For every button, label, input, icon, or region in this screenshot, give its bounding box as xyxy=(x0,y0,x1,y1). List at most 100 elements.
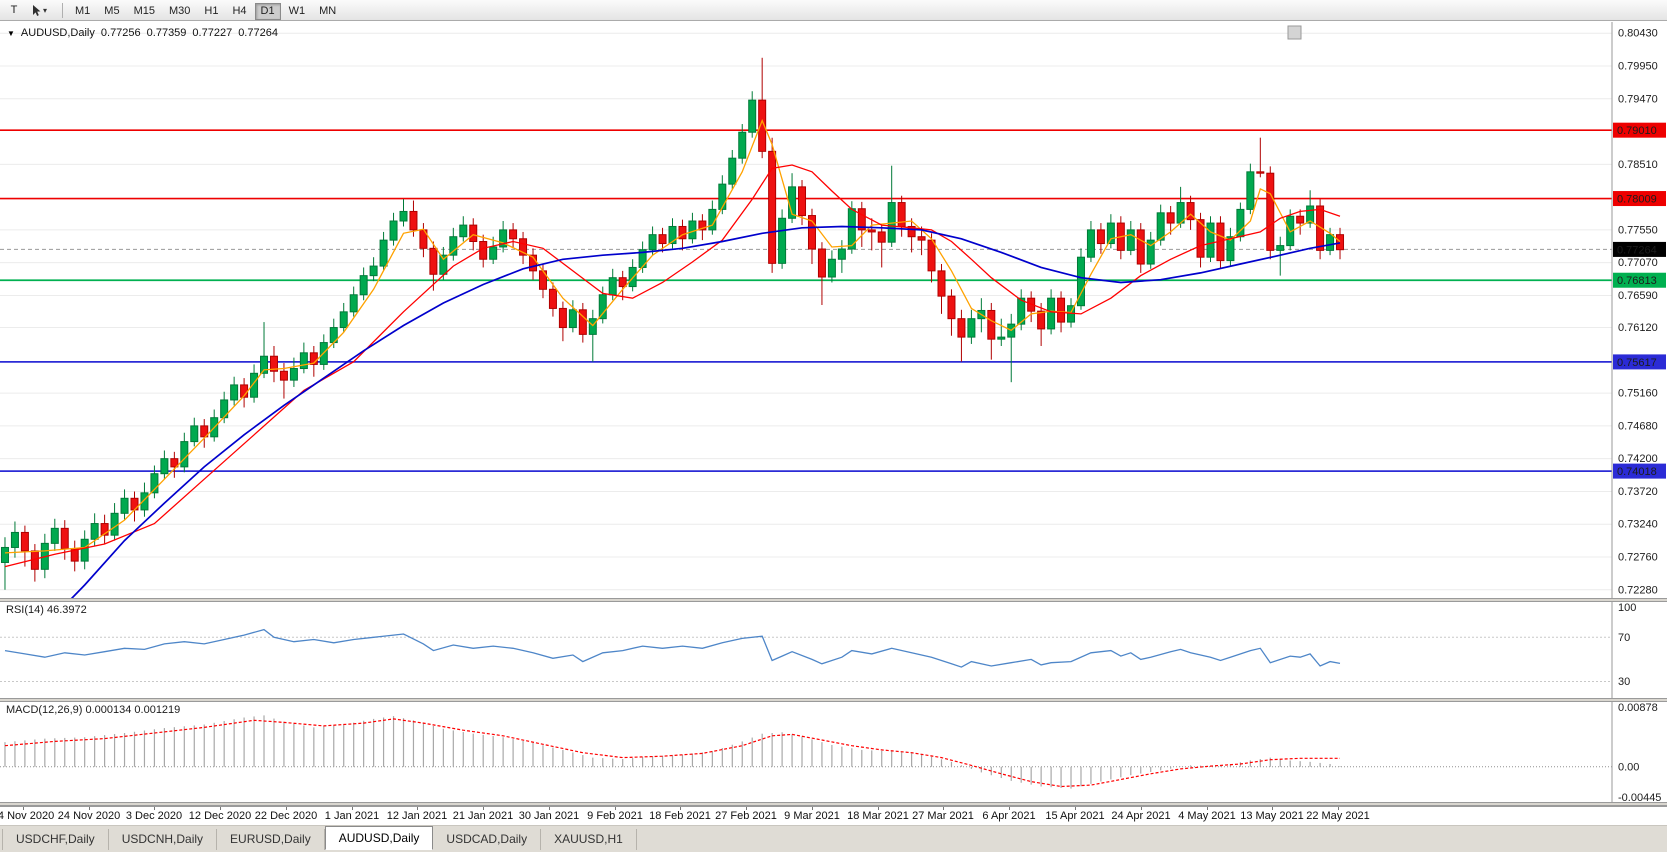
candle-body xyxy=(409,210,418,231)
candle xyxy=(1216,216,1225,269)
timeframe-button-w1[interactable]: W1 xyxy=(283,3,312,20)
candle-body xyxy=(200,425,209,438)
candle-body xyxy=(439,254,448,275)
panel-divider[interactable] xyxy=(0,802,1667,806)
chart-tab-xauusd[interactable]: XAUUSD,H1 xyxy=(541,829,637,850)
price-tick-label: 0.73240 xyxy=(1618,519,1658,531)
candle xyxy=(1256,137,1265,178)
ohlc-low: 0.77227 xyxy=(192,27,233,39)
candle xyxy=(1266,166,1275,260)
candle-body xyxy=(1146,239,1155,265)
price-gridlines xyxy=(0,32,1612,591)
candle xyxy=(857,201,866,247)
timeframe-button-m5[interactable]: M5 xyxy=(98,3,125,20)
candle xyxy=(20,525,29,567)
timeframe-button-h1[interactable]: H1 xyxy=(198,3,224,20)
candle-body xyxy=(429,247,438,275)
price-tick-label: 0.74680 xyxy=(1618,420,1658,432)
timeframe-button-d1[interactable]: D1 xyxy=(254,2,281,20)
date-tick xyxy=(220,807,221,810)
candle-body xyxy=(957,318,966,338)
candle xyxy=(827,250,836,283)
top-toolbar: T ▾ M1 M5 M15 M30 H1 H4 D1 W1 MN xyxy=(0,0,1667,21)
candle-body xyxy=(1037,310,1046,330)
candle-body xyxy=(1256,171,1265,174)
candle-body xyxy=(807,215,816,250)
candle-body xyxy=(768,150,777,264)
candle xyxy=(80,530,89,570)
candle-body xyxy=(598,294,607,320)
date-tick xyxy=(549,807,550,810)
timeframe-button-m15[interactable]: M15 xyxy=(128,3,161,20)
chart-tab-usdcad[interactable]: USDCAD,Daily xyxy=(433,829,542,850)
candle-body xyxy=(917,236,926,241)
chart-tabs-bar: USDCHF,Daily USDCNH,Daily EURUSD,Daily AUDU… xyxy=(2,826,637,850)
ma-medium-line xyxy=(4,164,1341,568)
candle xyxy=(947,289,956,336)
chart-tab-usdcnh[interactable]: USDCNH,Daily xyxy=(109,829,218,850)
date-label: 14 Nov 2020 xyxy=(0,810,55,822)
candle xyxy=(997,318,1006,346)
timeframe-button-m1[interactable]: M1 xyxy=(69,3,96,20)
chart-tab-eurusd[interactable]: EURUSD,Daily xyxy=(217,829,325,850)
cursor-tool-button[interactable]: ▾ xyxy=(26,1,56,20)
candle-body xyxy=(987,309,996,340)
date-label: 18 Feb 2021 xyxy=(649,810,711,822)
date-label: 30 Jan 2021 xyxy=(518,810,580,822)
candle-body xyxy=(0,546,9,563)
candle-body xyxy=(289,368,298,381)
candle xyxy=(1196,212,1205,268)
chart-tab-audusd[interactable]: AUDUSD,Daily xyxy=(324,826,434,850)
ma-slow-line xyxy=(70,225,1341,598)
chart-collapse-icon[interactable]: ▼ xyxy=(7,28,15,38)
candle-body xyxy=(857,208,866,231)
candle-body xyxy=(180,441,189,468)
candle xyxy=(1017,289,1026,331)
rsi-panel[interactable]: 100 70 30 RSI(14) 46.3972 xyxy=(0,602,1636,688)
candle xyxy=(768,137,777,273)
date-tick xyxy=(878,807,879,810)
price-tick-label: 0.72760 xyxy=(1618,552,1658,564)
templates-button[interactable]: T xyxy=(4,2,24,19)
timeframe-button-m30[interactable]: M30 xyxy=(163,3,196,20)
candle xyxy=(519,231,528,265)
panel-divider[interactable] xyxy=(0,598,1667,602)
candle-body xyxy=(1057,297,1066,323)
macd-panel[interactable]: 0.00878 0.00 -0.00445 MACD(12,26,9) 0.00013… xyxy=(0,702,1661,804)
candle xyxy=(200,419,209,448)
candle-body xyxy=(20,531,29,552)
timeframe-button-h4[interactable]: H4 xyxy=(226,3,252,20)
candle xyxy=(867,218,876,251)
candle-body xyxy=(339,311,348,329)
chart-title: ▼ AUDUSD,Daily 0.77256 0.77359 0.77227 0… xyxy=(7,27,278,39)
candle-body xyxy=(648,234,657,251)
chart-shift-marker[interactable] xyxy=(1287,25,1302,40)
chart-area[interactable]: 0.80430 0.79950 0.79470 0.78510 0.77550 0.770… xyxy=(0,22,1667,806)
date-label: 12 Jan 2021 xyxy=(386,810,448,822)
candle xyxy=(170,451,179,478)
candle xyxy=(1166,205,1175,235)
price-badge-box xyxy=(1613,241,1666,257)
price-badge-box xyxy=(1613,191,1666,207)
candle-body xyxy=(279,370,288,381)
candle-body xyxy=(509,229,518,240)
candle-body xyxy=(1266,172,1275,251)
candle-body xyxy=(359,275,368,296)
chart-tab-usdchf[interactable]: USDCHF,Daily xyxy=(2,829,109,850)
panel-divider[interactable] xyxy=(0,698,1667,702)
candle-body xyxy=(588,318,597,335)
candle-body xyxy=(1296,215,1305,224)
ohlc-high: 0.77359 xyxy=(146,27,187,39)
timeframe-button-mn[interactable]: MN xyxy=(313,3,342,20)
candle-body xyxy=(489,246,498,260)
candle-body xyxy=(399,210,408,222)
candle-body xyxy=(558,307,567,329)
candle-body xyxy=(1136,229,1145,265)
date-label: 6 Apr 2021 xyxy=(982,810,1036,822)
candle-body xyxy=(269,355,278,372)
candle xyxy=(957,309,966,362)
date-tick xyxy=(1207,807,1208,810)
candle-body xyxy=(867,229,876,233)
candle-body xyxy=(260,355,269,374)
